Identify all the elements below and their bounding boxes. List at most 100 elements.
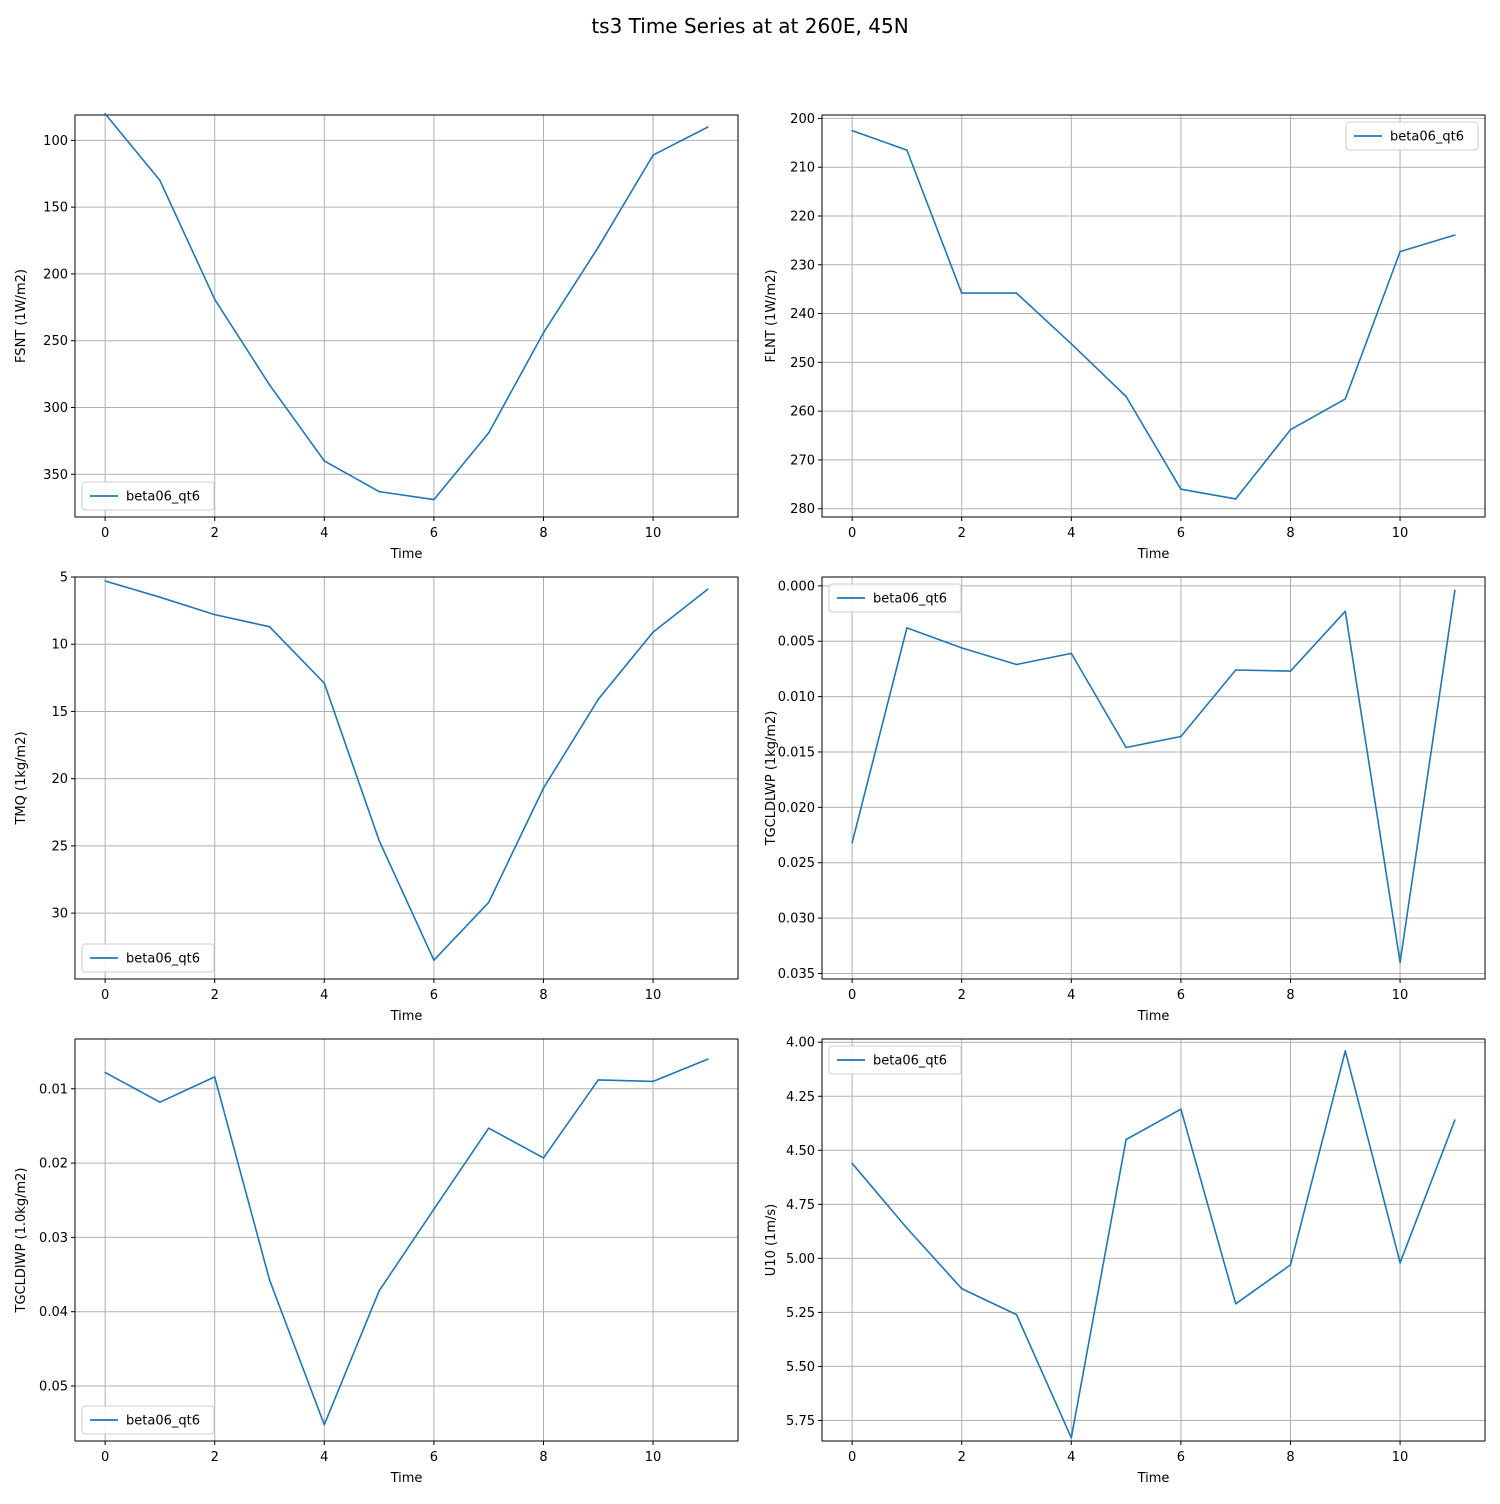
data-point xyxy=(268,625,271,628)
y-tick-label: 200 xyxy=(43,267,68,282)
x-tick-label: 10 xyxy=(645,526,662,541)
chart-svg: 0 2 4 6 8 10 0.000 0.005 0.010 0.015 0.020 0.025 0.0… xyxy=(764,576,1486,1024)
data-point xyxy=(213,1076,216,1078)
data-point xyxy=(1454,234,1456,236)
data-point xyxy=(707,1058,709,1060)
chart-panel-tgcldlwp: 0 2 4 6 8 10 0.000 0.005 0.010 0.015 0.020 0.025 0.0… xyxy=(750,570,1500,1032)
y-tick-label: 220 xyxy=(790,209,815,224)
legend-label: beta06_qt6 xyxy=(873,592,947,607)
legend-box xyxy=(81,481,215,511)
x-tick-label: 0 xyxy=(101,1450,109,1465)
data-point xyxy=(487,432,490,434)
y-tick-label: 210 xyxy=(790,161,815,176)
x-axis-label: Time xyxy=(390,1471,423,1486)
y-tick-label: 150 xyxy=(43,201,68,216)
y-tick-label: 0.015 xyxy=(778,745,815,760)
data-point xyxy=(433,959,435,961)
legend: beta06_qt6 xyxy=(828,583,962,613)
y-tick-label: 0.01 xyxy=(39,1082,68,1097)
data-point xyxy=(542,331,545,334)
chart-panel-flnt: 0 2 4 6 8 10 200 210 220 230 240 250 260 270 280 Time FL… xyxy=(750,100,1500,570)
data-point xyxy=(1454,1119,1456,1121)
data-point xyxy=(433,1208,435,1210)
data-point xyxy=(104,112,106,115)
data-point xyxy=(707,126,709,128)
data-point xyxy=(960,1287,963,1290)
x-tick-label: 2 xyxy=(211,988,219,1003)
chart-panel-u10: 0 2 4 6 8 10 4.00 4.25 4.50 4.75 5.00 5.25 5.50 5.75 T… xyxy=(750,1032,1500,1500)
x-tick-label: 4 xyxy=(320,1450,328,1465)
y-tick-label: 0.04 xyxy=(39,1305,68,1320)
data-point xyxy=(960,647,963,649)
x-tick-label: 4 xyxy=(320,988,328,1003)
x-tick-label: 4 xyxy=(1067,988,1075,1003)
data-point xyxy=(1180,488,1182,490)
y-axis-label: TMQ (1kg/m2) xyxy=(14,731,29,825)
data-point xyxy=(159,179,161,182)
x-tick-label: 0 xyxy=(101,526,109,541)
data-point xyxy=(1125,395,1127,398)
legend: beta06_qt6 xyxy=(81,481,215,511)
x-axis-label: Time xyxy=(390,1009,423,1024)
series-line xyxy=(851,1050,1456,1439)
x-tick-label: 8 xyxy=(1286,1450,1294,1465)
x-tick-label: 10 xyxy=(1392,1450,1409,1465)
data-point xyxy=(1125,746,1127,749)
chart-svg: 0 2 4 6 8 10 200 210 220 230 240 250 260 270 280 Time FL… xyxy=(764,112,1486,562)
data-point xyxy=(652,631,654,633)
y-tick-label: 0.005 xyxy=(778,635,815,650)
legend: beta06_qt6 xyxy=(81,1405,215,1435)
y-tick-label: 240 xyxy=(790,307,815,322)
legend-box xyxy=(828,583,962,613)
legend-box xyxy=(81,1405,215,1435)
x-tick-label: 0 xyxy=(848,1450,856,1465)
series-line xyxy=(104,1058,709,1426)
y-tick-label: 4.75 xyxy=(786,1198,815,1213)
y-tick-label: 0.020 xyxy=(778,801,815,816)
x-tick-label: 10 xyxy=(1392,526,1409,541)
legend: beta06_qt6 xyxy=(81,943,215,973)
y-tick-label: 250 xyxy=(43,334,68,349)
data-point xyxy=(597,698,600,701)
y-axis-label: FSNT (1W/m2) xyxy=(14,269,29,363)
y-tick-label: 5.50 xyxy=(786,1360,815,1375)
legend-label: beta06_qt6 xyxy=(126,952,200,967)
x-tick-label: 8 xyxy=(1286,988,1294,1003)
data-point xyxy=(1125,1138,1127,1141)
x-tick-label: 2 xyxy=(958,988,966,1003)
data-point xyxy=(323,460,326,462)
data-point xyxy=(1289,428,1292,431)
y-tick-label: 0.02 xyxy=(39,1157,68,1172)
x-axis-label: Time xyxy=(1137,1009,1170,1024)
chart-panel-fsnt: 0 2 4 6 8 10 100 150 200 250 300 350 Time FSNT (1W/m2… xyxy=(0,100,750,570)
legend-box xyxy=(1345,121,1479,151)
legend: beta06_qt6 xyxy=(1345,121,1479,151)
x-tick-label: 6 xyxy=(1177,526,1185,541)
y-tick-label: 300 xyxy=(43,401,68,416)
data-point xyxy=(1180,735,1182,738)
x-tick-label: 4 xyxy=(1067,1450,1075,1465)
y-tick-label: 0.05 xyxy=(39,1380,68,1395)
y-axis-label: FLNT (1W/m2) xyxy=(764,269,779,362)
x-tick-label: 10 xyxy=(645,1450,662,1465)
figure-title: ts3 Time Series at at 260E, 45N xyxy=(591,14,909,38)
data-point xyxy=(597,246,600,249)
y-tick-label: 200 xyxy=(790,112,815,127)
data-point xyxy=(1234,498,1237,500)
x-tick-label: 10 xyxy=(645,988,662,1003)
data-point xyxy=(542,787,545,789)
data-point xyxy=(104,1071,106,1074)
y-tick-label: 30 xyxy=(51,907,68,922)
data-point xyxy=(159,1101,161,1103)
data-point xyxy=(1070,652,1073,655)
data-point xyxy=(1344,610,1347,613)
x-tick-label: 8 xyxy=(539,988,547,1003)
data-point xyxy=(1070,1436,1073,1439)
y-tick-label: 20 xyxy=(51,772,68,787)
y-tick-label: 5.00 xyxy=(786,1252,815,1267)
x-axis-label: Time xyxy=(1137,547,1170,562)
data-point xyxy=(1180,1108,1182,1111)
legend-label: beta06_qt6 xyxy=(126,1414,200,1429)
y-axis-label: U10 (1m/s) xyxy=(764,1204,779,1276)
data-point xyxy=(1454,589,1456,592)
